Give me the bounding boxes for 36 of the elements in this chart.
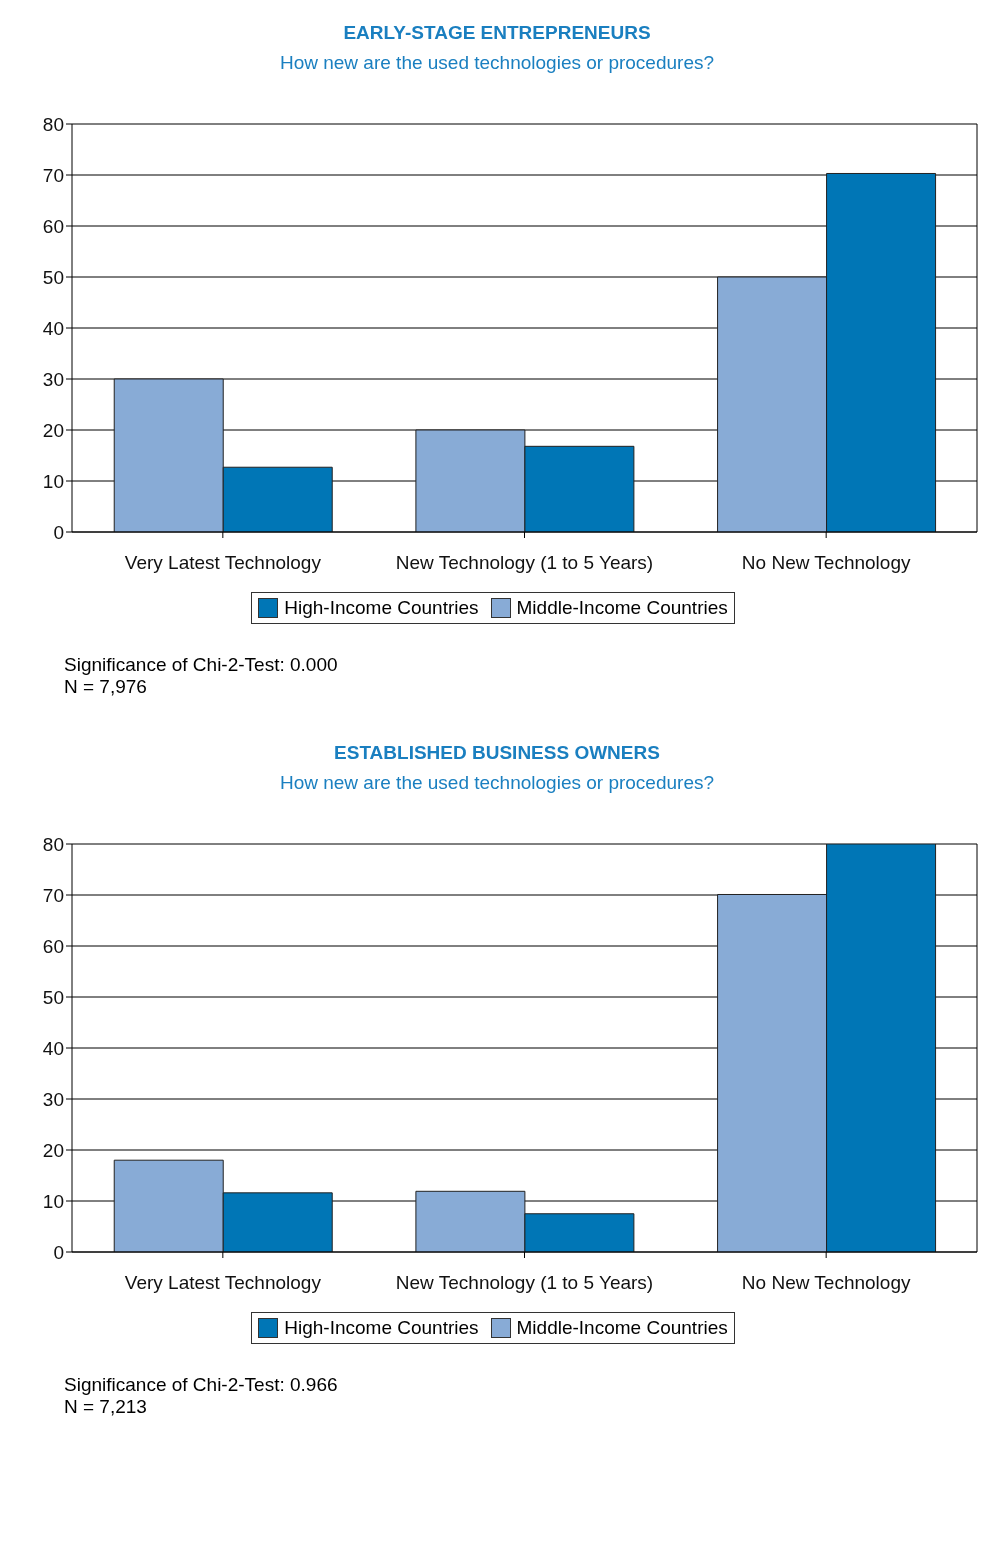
legend-label: Middle-Income Countries [516,1317,728,1339]
y-tick-label: 40 [42,317,64,339]
y-tick-label: 70 [42,884,64,906]
y-tick-label: 10 [42,470,64,492]
x-tick-label: Very Latest Technology [124,552,322,574]
y-tick-label: 50 [42,266,64,288]
legend-label: High-Income Countries [284,597,479,619]
x-tick-label: No New Technology [741,1272,911,1294]
legend-label: Middle-Income Countries [516,597,728,619]
y-tick-label: 30 [42,368,64,390]
y-tick-label: 80 [42,833,64,855]
y-tick-label: 80 [42,113,64,135]
x-tick-label: New Technology (1 to 5 Years) [395,1272,654,1294]
y-tick-label: 60 [42,215,64,237]
y-tick-label: 20 [42,1139,64,1161]
chart-title: ESTABLISHED BUSINESS OWNERS [333,741,661,764]
y-tick-label: 50 [42,986,64,1008]
legend-label: High-Income Countries [284,1317,479,1339]
x-tick-label: No New Technology [741,552,911,574]
y-tick-label: 10 [42,1190,64,1212]
y-tick-label: 0 [53,521,64,543]
chart-subtitle: How new are the used technologies or procedures? [278,772,716,794]
y-tick-label: 0 [53,1241,64,1263]
chart-title: EARLY-STAGE ENTREPRENEURS [342,21,652,44]
chart-subtitle: How new are the used technologies or procedures? [278,52,716,74]
x-tick-label: Very Latest Technology [124,1272,322,1294]
text: Significance of Chi-2-Test: 0.000 [64,654,339,676]
text: N = 7,976 [64,676,148,698]
text: Significance of Chi-2-Test: 0.966 [64,1374,339,1396]
text: N = 7,213 [64,1396,148,1418]
y-tick-label: 40 [42,1037,64,1059]
y-tick-label: 20 [42,419,64,441]
y-tick-label: 70 [42,164,64,186]
y-tick-label: 30 [42,1088,64,1110]
y-tick-label: 60 [42,935,64,957]
x-tick-label: New Technology (1 to 5 Years) [395,552,654,574]
